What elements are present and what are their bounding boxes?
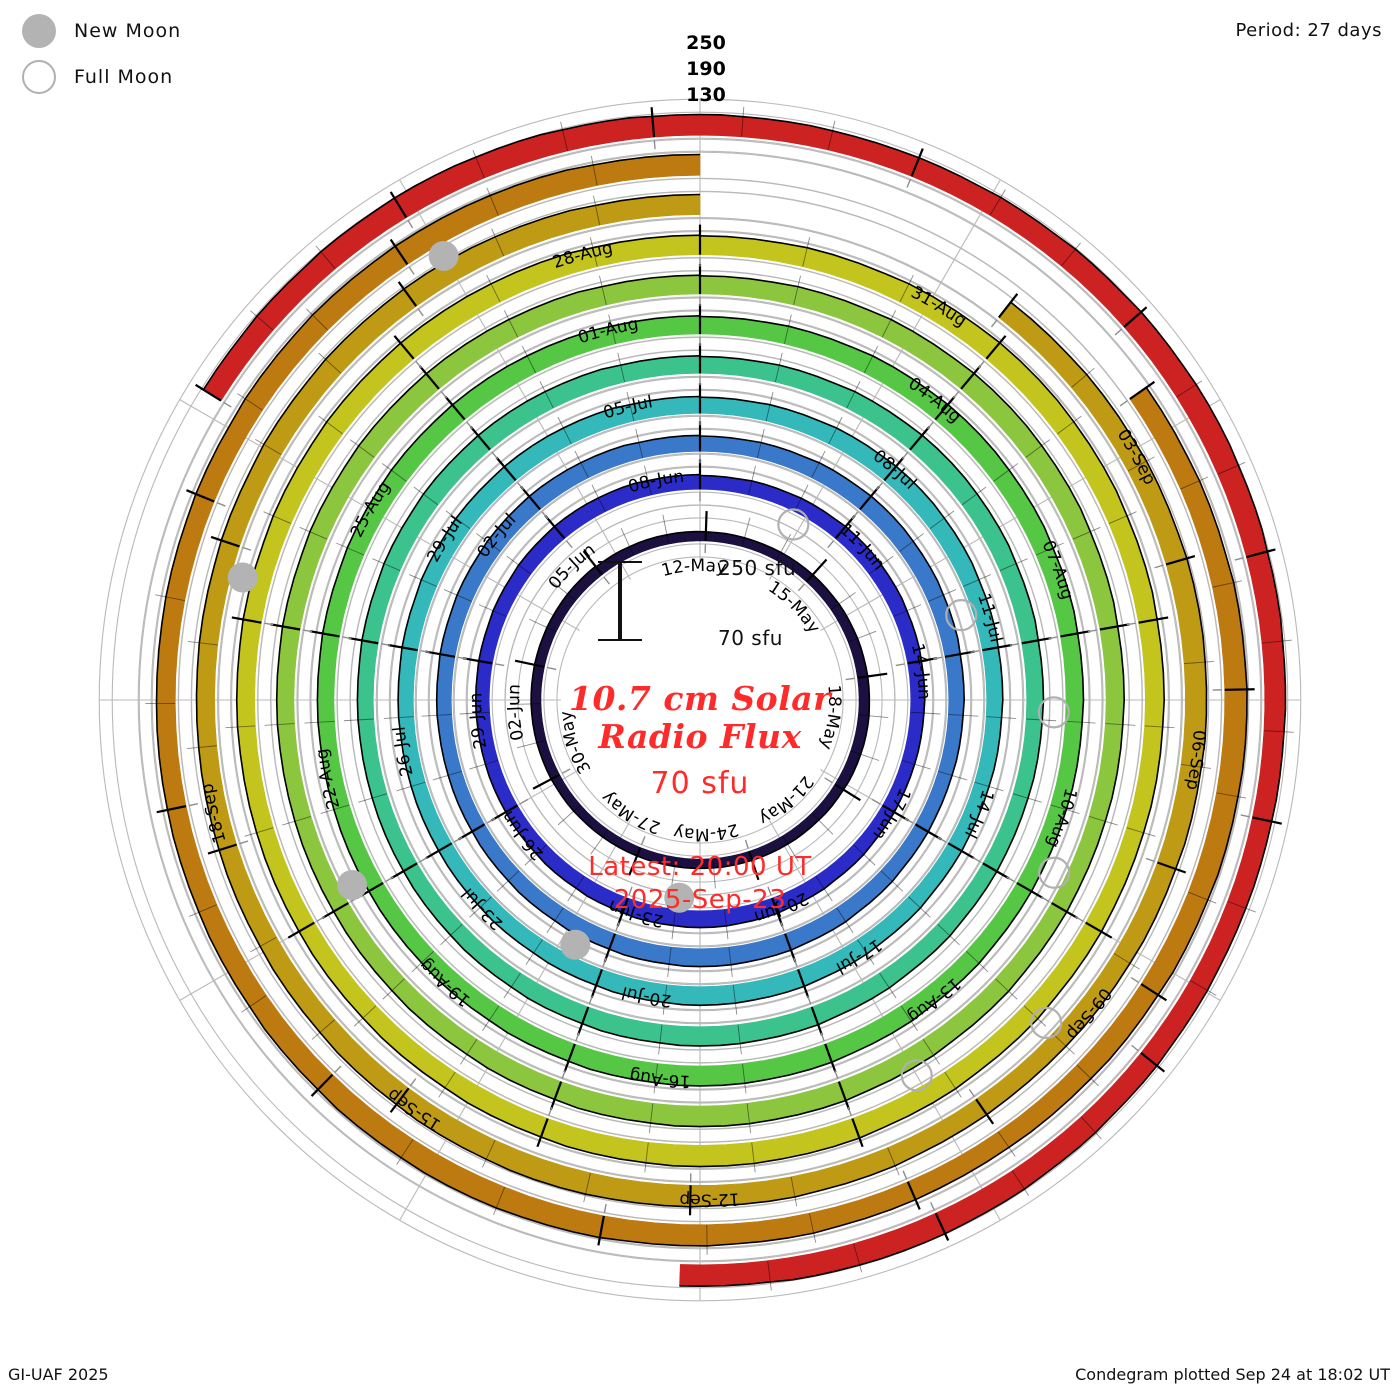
radial-scale-250: 250	[686, 32, 726, 54]
radial-scale-130: 130	[686, 84, 726, 106]
full-moon-marker	[945, 599, 978, 632]
footer-plot-time: Condegram plotted Sep 24 at 18:02 UT	[1075, 1365, 1390, 1384]
scale-bar-icon	[598, 561, 642, 641]
moon-markers-layer	[227, 240, 1071, 1092]
full-moon-icon	[22, 60, 56, 94]
scale-bar: 250 sfu 70 sfu	[430, 548, 970, 658]
scale-bar-high-label: 250 sfu	[718, 556, 797, 580]
latest-time: Latest: 20:00 UT	[588, 852, 812, 882]
ring-rotation-9[interactable]	[186, 193, 1215, 1216]
ring-rotation-1[interactable]	[510, 511, 889, 889]
ring-rotation-8[interactable]	[225, 224, 1175, 1173]
chart-title-line1: 10.7 cm Solar	[568, 679, 831, 718]
new-moon-marker	[337, 870, 368, 901]
center-info-block: 250 sfu 70 sfu 10.7 cm Solar Radio Flux …	[430, 548, 970, 917]
chart-title-line2: Radio Flux	[598, 717, 802, 756]
ring-rotation-10[interactable]	[145, 153, 1255, 1255]
rings-layer[interactable]	[145, 106, 1294, 1291]
radial-scale-labels: 250 190 130	[0, 30, 1400, 108]
ring-rotation-4[interactable]	[383, 383, 1017, 1015]
ring-rotation-2[interactable]	[459, 459, 941, 940]
period-label: Period: 27 days	[1235, 20, 1382, 41]
full-moon-marker	[900, 1059, 933, 1092]
scale-bar-low-label: 70 sfu	[718, 626, 783, 650]
new-moon-marker	[428, 240, 459, 271]
legend-label-full-moon: Full Moon	[74, 66, 174, 88]
legend-item-full-moon: Full Moon	[22, 54, 181, 100]
radial-scale-190: 190	[686, 58, 726, 80]
full-moon-marker	[1037, 696, 1070, 729]
latest-date: 2025-Sep-23	[613, 885, 787, 915]
ring-rotation-11-latest[interactable]	[195, 106, 1294, 1291]
full-moon-marker	[1030, 1006, 1063, 1039]
new-moon-marker	[560, 929, 591, 960]
legend-item-new-moon: New Moon	[22, 8, 181, 54]
full-moon-marker	[1038, 856, 1071, 889]
ring-rotation-3[interactable]	[421, 421, 979, 977]
footer-credit: GI-UAF 2025	[8, 1365, 109, 1384]
ring-date-label: 12-Sep	[679, 1188, 740, 1210]
legend-label-new-moon: New Moon	[74, 20, 182, 42]
new-moon-marker	[664, 882, 695, 913]
new-moon-icon	[22, 14, 56, 48]
current-flux-value: 70 sfu	[650, 766, 750, 801]
chart-title: 10.7 cm Solar Radio Flux	[430, 680, 970, 756]
ring-rotation-7[interactable]	[264, 263, 1136, 1134]
new-moon-marker	[227, 562, 258, 593]
ring-rotation-5[interactable]	[343, 343, 1057, 1055]
moon-phase-legend: New Moon Full Moon	[22, 8, 181, 100]
full-moon-marker	[777, 508, 810, 541]
latest-timestamp: Latest: 20:00 UT 2025-Sep-23	[430, 851, 970, 917]
